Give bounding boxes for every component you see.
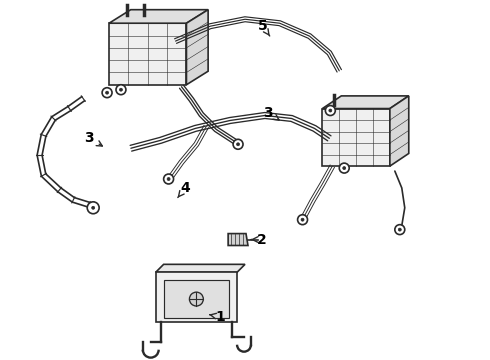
Circle shape xyxy=(301,218,304,221)
Circle shape xyxy=(87,202,99,214)
Text: 3: 3 xyxy=(84,131,102,146)
Polygon shape xyxy=(109,23,187,85)
Polygon shape xyxy=(228,234,248,246)
Circle shape xyxy=(102,88,112,98)
Text: 2: 2 xyxy=(251,233,267,247)
Circle shape xyxy=(237,143,240,146)
Circle shape xyxy=(92,206,95,209)
Circle shape xyxy=(395,225,405,235)
Polygon shape xyxy=(109,10,208,23)
Circle shape xyxy=(167,177,170,180)
Polygon shape xyxy=(322,109,390,166)
Circle shape xyxy=(164,174,173,184)
Circle shape xyxy=(297,215,308,225)
Polygon shape xyxy=(390,96,409,166)
Circle shape xyxy=(343,167,346,170)
Circle shape xyxy=(325,105,335,116)
Text: 4: 4 xyxy=(178,181,190,198)
Text: 1: 1 xyxy=(210,310,225,324)
Bar xyxy=(156,272,237,322)
Text: 5: 5 xyxy=(258,19,270,36)
Circle shape xyxy=(120,88,122,91)
Circle shape xyxy=(339,163,349,173)
Polygon shape xyxy=(322,96,409,109)
Polygon shape xyxy=(156,264,245,272)
Polygon shape xyxy=(187,10,208,85)
Text: 3: 3 xyxy=(263,105,279,120)
Circle shape xyxy=(190,292,203,306)
Circle shape xyxy=(116,85,126,95)
Circle shape xyxy=(329,109,332,112)
Bar xyxy=(164,280,229,318)
Circle shape xyxy=(105,91,109,94)
Circle shape xyxy=(398,228,401,231)
Circle shape xyxy=(233,139,243,149)
